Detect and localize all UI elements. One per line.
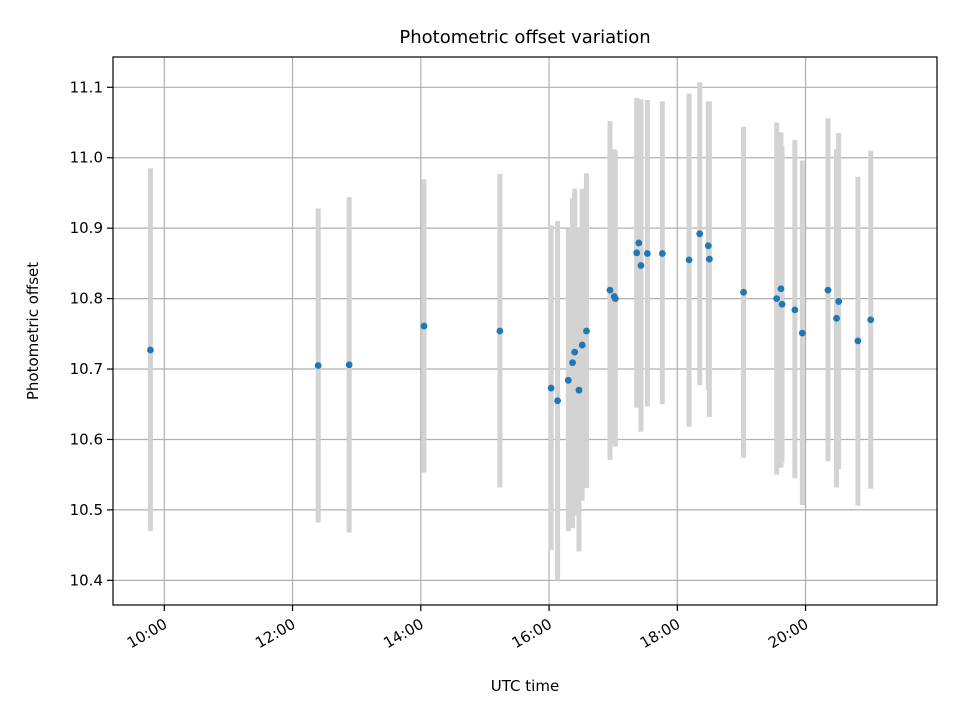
data-point [564, 376, 572, 384]
data-point [696, 230, 704, 238]
data-point [705, 255, 713, 263]
x-tick-label: 14:00 [380, 615, 426, 652]
y-tick-label: 10.8 [70, 290, 103, 308]
data-point [314, 362, 322, 369]
data-point [578, 341, 586, 349]
data-point [635, 239, 643, 247]
data-point [420, 322, 428, 330]
data-point [643, 250, 651, 257]
data-point [633, 249, 641, 257]
y-tick-label: 10.4 [70, 571, 103, 589]
data-point [569, 359, 576, 367]
data-point [496, 327, 504, 335]
y-axis-label: Photometric offset [24, 262, 42, 400]
y-tick-label: 11.1 [70, 78, 103, 96]
data-point [547, 384, 555, 392]
chart-title: Photometric offset variation [399, 27, 650, 48]
y-tick-label: 11.0 [70, 149, 103, 167]
error-bars [147, 82, 874, 581]
data-point [704, 242, 712, 250]
data-point [833, 314, 840, 322]
y-tick-label: 10.7 [70, 360, 103, 378]
x-tick-label: 20:00 [765, 615, 811, 652]
x-tick-label: 12:00 [252, 615, 298, 652]
x-axis-label: UTC time [491, 677, 559, 695]
data-point [740, 288, 747, 296]
data-point [685, 256, 693, 264]
data-point [867, 316, 875, 324]
grid [113, 57, 937, 605]
data-point [637, 262, 645, 269]
data-point [835, 298, 843, 305]
x-axis-ticks: 10:00 12:00 14:00 16:00 18:00 20:00 [124, 605, 812, 652]
data-point [658, 250, 666, 257]
data-point [554, 397, 561, 405]
y-tick-label: 10.5 [70, 501, 103, 519]
data-point [606, 286, 614, 294]
y-tick-label: 10.9 [70, 219, 103, 237]
data-point [575, 386, 583, 394]
data-points [147, 230, 875, 405]
x-tick-label: 10:00 [124, 615, 170, 652]
data-point [791, 306, 799, 314]
x-tick-label: 16:00 [509, 615, 555, 652]
data-point [773, 295, 781, 302]
data-point [778, 300, 786, 308]
data-point [345, 361, 353, 369]
data-point [798, 329, 806, 337]
x-tick-label: 18:00 [637, 615, 683, 652]
plot-frame [112, 56, 938, 606]
y-tick-label: 10.6 [70, 430, 103, 448]
data-point [824, 286, 832, 294]
y-axis-ticks: 10.4 10.5 10.6 10.7 10.8 10.9 11.0 11.1 [70, 78, 113, 589]
data-point [777, 285, 785, 293]
data-point [854, 337, 862, 345]
data-point [571, 348, 579, 356]
data-point [583, 327, 590, 335]
data-point [611, 295, 619, 302]
data-point [147, 346, 154, 354]
